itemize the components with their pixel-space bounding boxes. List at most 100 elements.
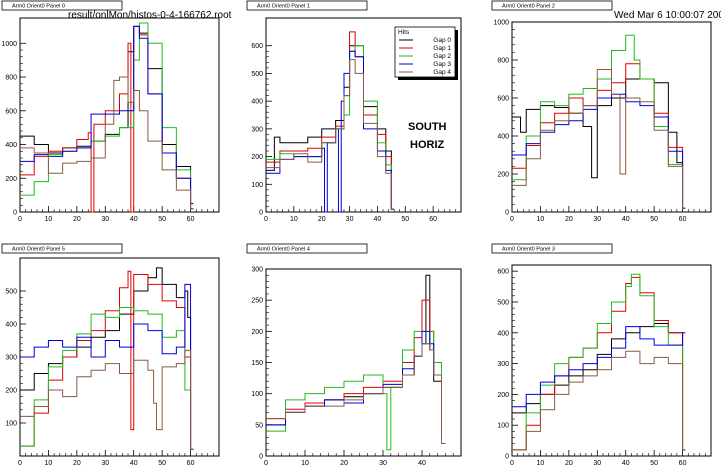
panel-title-box: [491, 0, 613, 11]
y-tick-label: 400: [497, 330, 509, 337]
legend-label: Gap 3: [433, 61, 451, 68]
y-tick-label: 400: [5, 142, 17, 149]
series-gap-3: [266, 50, 395, 213]
plot-frame: [19, 17, 220, 213]
x-tick-label: 30: [379, 460, 387, 467]
series-gap-4: [512, 69, 686, 209]
series-gap-2: [20, 307, 194, 450]
x-tick-label: 60: [187, 460, 195, 467]
y-tick-label: 300: [251, 267, 263, 274]
x-tick-label: 60: [679, 460, 687, 467]
series-gap-0: [266, 45, 395, 210]
series-gap-4: [266, 59, 395, 210]
series-gap-1: [20, 270, 194, 450]
series-gap-3: [266, 330, 446, 445]
x-tick-label: 40: [622, 216, 630, 223]
series-gap-4: [512, 350, 686, 451]
y-tick-label: 200: [5, 388, 17, 395]
y-tick-label: 600: [497, 269, 509, 276]
y-tick-label: 800: [497, 58, 509, 65]
y-tick-label: 300: [497, 361, 509, 368]
x-tick-label: 0: [264, 216, 268, 223]
panel-title: Arm0 Orient0 Panel 0: [12, 4, 65, 10]
series-gap-3: [20, 25, 194, 210]
series-gap-0: [20, 25, 194, 205]
histogram-panel-5: Arm0 Orient0 Panel 4 0 50 100 150 200 250 300 0 1…: [246, 243, 462, 467]
series-gap-3: [20, 283, 194, 450]
series-gap-3: [512, 326, 686, 408]
y-tick-label: 400: [497, 134, 509, 141]
histogram-panel-2: Arm0 Orient0 Panel 1 0 100 200 300 400 500 600 0…: [246, 0, 462, 223]
histogram-panel-3: Arm0 Orient0 Panel 2 0 200 400 600 800 1000 0 10…: [491, 0, 712, 223]
legend-label: Gap 2: [433, 53, 451, 60]
x-tick-label: 20: [318, 216, 326, 223]
header-datetime: Wed Mar 6 10:00:07 2006: [614, 10, 721, 21]
y-tick-label: 200: [251, 329, 263, 336]
annotation-horiz: HORIZ: [410, 139, 445, 151]
legend-box: [394, 26, 456, 78]
histogram-panel-6: Arm0 Orient0 Panel 3 0 100 200 300 400 500 600 0…: [491, 243, 712, 467]
x-tick-label: 0: [264, 460, 268, 467]
x-tick-label: 50: [650, 460, 658, 467]
histogram-panel-4: Arm0 Orient0 Panel 5 100 200 300 400 500 0 10 20…: [1, 243, 220, 467]
y-tick-label: 250: [251, 298, 263, 305]
x-tick-label: 20: [565, 460, 573, 467]
legend-label: Gap 0: [433, 37, 451, 44]
y-tick-label: 200: [5, 176, 17, 183]
y-tick-label: 400: [5, 322, 17, 329]
y-tick-label: 0: [259, 210, 263, 217]
x-tick-label: 0: [510, 460, 514, 467]
x-tick-label: 40: [374, 216, 382, 223]
x-tick-label: 30: [593, 216, 601, 223]
x-tick-label: 60: [429, 216, 437, 223]
series-gap-1: [266, 299, 446, 445]
y-tick-label: 1000: [1, 41, 17, 48]
x-tick-label: 0: [18, 460, 22, 467]
x-tick-label: 10: [301, 460, 309, 467]
x-tick-label: 20: [565, 216, 573, 223]
x-tick-label: 10: [290, 216, 298, 223]
x-tick-label: 40: [130, 216, 138, 223]
panel-title: Arm0 Orient0 Panel 1: [257, 4, 310, 10]
x-tick-label: 60: [187, 216, 195, 223]
x-tick-label: 50: [158, 216, 166, 223]
y-tick-label: 500: [5, 289, 17, 296]
panel-title-box: [1, 243, 123, 254]
panel-title-box: [1, 0, 123, 11]
annotation-south: SOUTH: [408, 121, 447, 133]
series-gap-0: [266, 274, 446, 445]
plot-frame: [265, 268, 462, 457]
x-tick-label: 10: [537, 460, 545, 467]
series-gap-1: [512, 63, 686, 209]
plot-frame: [511, 264, 712, 457]
x-tick-label: 50: [401, 216, 409, 223]
panel-title: Arm0 Orient0 Panel 3: [502, 247, 555, 253]
y-tick-label: 150: [251, 360, 263, 367]
y-tick-label: 300: [251, 126, 263, 133]
panel-title-box: [246, 0, 368, 11]
x-tick-label: 0: [510, 216, 514, 223]
x-tick-label: 30: [593, 460, 601, 467]
series-gap-2: [512, 273, 686, 451]
y-tick-label: 50: [255, 422, 263, 429]
series-gap-2: [20, 22, 194, 210]
series-gap-0: [20, 267, 194, 450]
series-gap-1: [512, 276, 686, 451]
x-tick-label: 60: [679, 216, 687, 223]
x-tick-label: 20: [73, 460, 81, 467]
x-tick-label: 10: [45, 460, 53, 467]
panel-title: Arm0 Orient0 Panel 4: [257, 247, 310, 253]
series-gap-2: [266, 45, 395, 210]
x-tick-label: 50: [650, 216, 658, 223]
y-tick-label: 100: [5, 421, 17, 428]
series-gap-4: [266, 343, 446, 445]
series-gap-3: [512, 93, 686, 209]
x-tick-label: 20: [73, 216, 81, 223]
y-tick-label: 100: [497, 423, 509, 430]
y-tick-label: 100: [251, 391, 263, 398]
x-tick-label: 10: [537, 216, 545, 223]
x-tick-label: 30: [101, 460, 109, 467]
series-gap-1: [266, 31, 395, 210]
y-tick-label: 200: [497, 172, 509, 179]
